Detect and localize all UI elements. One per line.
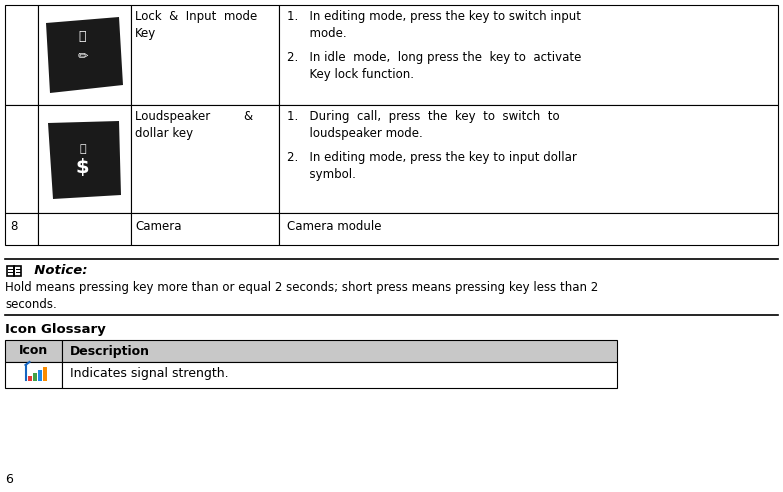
Text: Lock  &  Input  mode
Key: Lock & Input mode Key — [135, 10, 258, 39]
Bar — [5, 340, 62, 362]
Text: 6: 6 — [5, 473, 13, 486]
Text: ✏: ✏ — [78, 51, 88, 63]
Bar — [7, 266, 14, 276]
Bar — [38, 370, 41, 381]
Text: Icon: Icon — [19, 344, 48, 358]
Bar — [62, 340, 617, 362]
Text: 🔒: 🔒 — [79, 31, 86, 43]
Bar — [14, 266, 21, 276]
Bar — [5, 213, 38, 245]
Text: Loudspeaker         &
dollar key: Loudspeaker & dollar key — [135, 110, 253, 140]
Bar — [38, 105, 131, 213]
Text: 1.   During  call,  press  the  key  to  switch  to
      loudspeaker mode.: 1. During call, press the key to switch … — [287, 110, 560, 140]
Text: Camera: Camera — [135, 220, 182, 233]
Text: Indicates signal strength.: Indicates signal strength. — [70, 368, 229, 380]
Bar — [131, 105, 279, 213]
Text: Description: Description — [70, 344, 150, 358]
Text: 🔊: 🔊 — [79, 144, 86, 154]
Bar — [131, 213, 279, 245]
Text: 8: 8 — [10, 220, 17, 233]
Bar — [5, 105, 38, 213]
Bar — [33, 373, 37, 381]
Bar — [279, 105, 778, 213]
Bar — [5, 5, 38, 105]
Bar — [38, 5, 131, 105]
Text: Icon Glossary: Icon Glossary — [5, 323, 106, 336]
Polygon shape — [46, 17, 123, 93]
Text: Camera module: Camera module — [287, 220, 381, 233]
Bar — [5, 362, 62, 388]
Bar — [42, 367, 46, 381]
Text: 2.   In idle  mode,  long press the  key to  activate
      Key lock function.: 2. In idle mode, long press the key to a… — [287, 51, 581, 81]
Bar — [279, 213, 778, 245]
Polygon shape — [48, 121, 121, 199]
Text: 1.   In editing mode, press the key to switch input
      mode.: 1. In editing mode, press the key to swi… — [287, 10, 581, 40]
Bar — [279, 5, 778, 105]
Text: Notice:: Notice: — [25, 264, 88, 277]
Text: 2.   In editing mode, press the key to input dollar
      symbol.: 2. In editing mode, press the key to inp… — [287, 151, 577, 181]
Text: $: $ — [76, 157, 89, 177]
Bar — [62, 362, 617, 388]
Bar — [27, 376, 31, 381]
Bar — [131, 5, 279, 105]
Text: Hold means pressing key more than or equal 2 seconds; short press means pressing: Hold means pressing key more than or equ… — [5, 281, 598, 311]
Bar — [38, 213, 131, 245]
